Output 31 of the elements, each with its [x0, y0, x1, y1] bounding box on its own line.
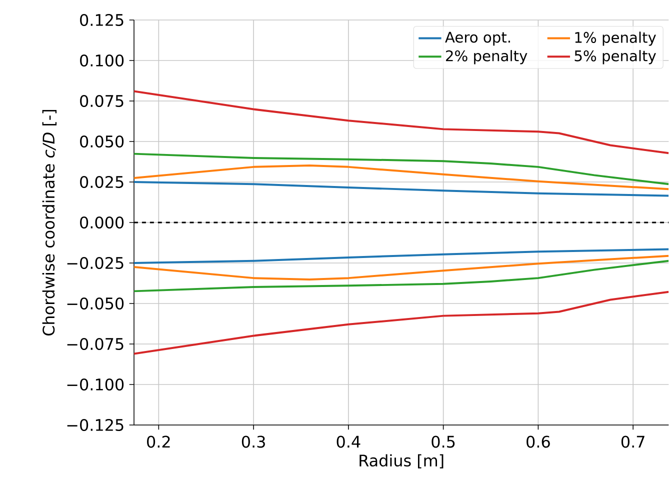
y-tick-label: 0.125 — [80, 14, 124, 26]
line-series — [134, 254, 669, 281]
x-tick-label: 0.4 — [336, 436, 360, 448]
legend-label: 5% penalty — [574, 50, 656, 64]
y-tick-label: −0.025 — [67, 256, 124, 270]
x-tick-label: 0.5 — [432, 436, 455, 448]
x-tick-label: 0.2 — [147, 436, 170, 448]
y-axis-title: Chordwise coordinate c/D [-] — [42, 110, 57, 336]
line-series — [134, 181, 669, 197]
line-series — [134, 164, 669, 190]
line-series — [134, 90, 669, 154]
legend-label: 1% penalty — [575, 32, 656, 46]
y-tick-label: −0.050 — [67, 297, 124, 310]
x-tick-label: 0.3 — [242, 436, 265, 448]
legend-label: 2% penalty — [446, 50, 528, 64]
y-tick-label: 0.100 — [80, 54, 124, 67]
y-tick-label: −0.075 — [67, 338, 124, 350]
y-tick-label: −0.100 — [67, 378, 124, 391]
x-axis-title: Radius [m] — [360, 454, 444, 468]
line-series — [134, 290, 669, 355]
y-tick-label: 0.050 — [80, 135, 124, 148]
y-tick-label: −0.125 — [67, 418, 124, 432]
legend-label: Aero opt. — [445, 32, 510, 46]
y-tick-label: 0.075 — [80, 94, 124, 108]
y-tick-label: 0.025 — [80, 176, 124, 188]
line-series — [134, 260, 669, 292]
y-tick-label: 0.000 — [80, 216, 124, 229]
x-tick-label: 0.7 — [621, 436, 644, 448]
x-tick-label: 0.6 — [526, 436, 550, 448]
line-series — [134, 152, 669, 186]
line-series — [134, 248, 669, 264]
